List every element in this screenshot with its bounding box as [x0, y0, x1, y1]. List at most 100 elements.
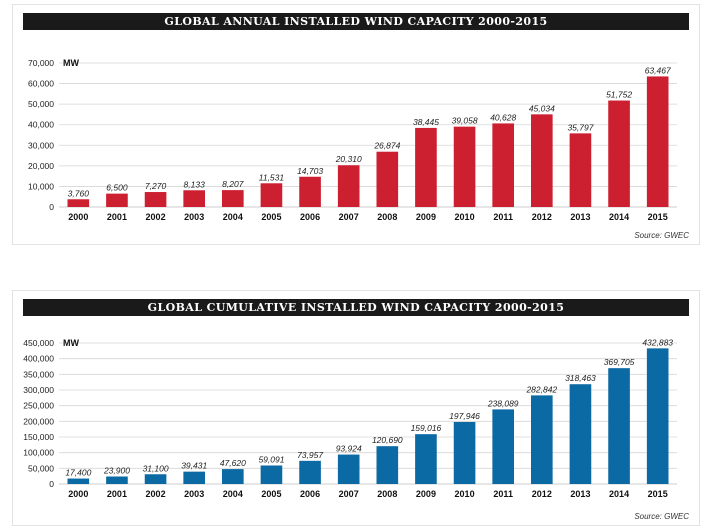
y-tick-label: 350,000 [23, 369, 54, 379]
data-label: 14,703 [297, 166, 323, 176]
data-label: 35,797 [567, 122, 593, 132]
data-label: 3,760 [68, 188, 90, 198]
data-label: 20,310 [335, 154, 362, 164]
data-label: 318,463 [565, 373, 596, 383]
y-tick-label: 10,000 [28, 181, 54, 191]
bar [106, 193, 128, 207]
bar [376, 446, 399, 484]
data-label: 38,445 [413, 117, 439, 127]
y-tick-label: 250,000 [23, 401, 54, 411]
data-label: 369,705 [604, 357, 635, 367]
bar [569, 133, 592, 207]
bar [646, 76, 669, 207]
bar [337, 454, 360, 484]
data-label: 7,270 [145, 181, 167, 191]
bar [337, 165, 360, 207]
data-label: 11,531 [259, 172, 285, 182]
bar [299, 460, 321, 484]
x-tick-label: 2002 [146, 212, 166, 222]
x-tick-label: 2009 [416, 212, 436, 222]
x-tick-label: 2012 [532, 489, 552, 499]
data-label: 120,690 [372, 435, 403, 445]
data-label: 73,957 [297, 450, 323, 460]
bar [530, 395, 553, 484]
annual-chart-source: Source: GWEC [634, 231, 689, 240]
bar [608, 100, 630, 207]
bar [260, 465, 283, 484]
bar [221, 190, 244, 207]
cumulative-chart-source: Source: GWEC [634, 512, 689, 521]
bar [453, 421, 476, 484]
x-tick-label: 2009 [416, 489, 436, 499]
x-tick-label: 2003 [184, 212, 204, 222]
y-tick-label: 200,000 [23, 416, 54, 426]
bar [144, 474, 167, 484]
bar [569, 384, 592, 484]
data-label: 159,016 [411, 423, 442, 433]
y-tick-label: 60,000 [28, 79, 54, 89]
x-tick-label: 2010 [455, 489, 475, 499]
x-tick-label: 2010 [455, 212, 475, 222]
y-tick-label: 50,000 [28, 463, 54, 473]
data-label: 6,500 [106, 183, 128, 193]
data-label: 47,620 [220, 458, 246, 468]
bar [646, 348, 669, 484]
bar [67, 199, 90, 207]
y-tick-label: 0 [49, 479, 54, 489]
x-tick-label: 2013 [570, 212, 590, 222]
cumulative-capacity-panel: GLOBAL CUMULATIVE INSTALLED WIND CAPACIT… [12, 290, 700, 526]
x-tick-label: 2015 [648, 489, 668, 499]
data-label: 238,089 [487, 398, 519, 408]
bar [299, 176, 321, 207]
x-tick-label: 2012 [532, 212, 552, 222]
data-label: 17,400 [65, 468, 91, 478]
y-tick-label: 450,000 [23, 338, 54, 348]
y-tick-label: 0 [49, 202, 54, 212]
x-tick-label: 2011 [493, 489, 513, 499]
x-tick-label: 2011 [493, 212, 513, 222]
x-tick-label: 2008 [377, 489, 397, 499]
x-tick-label: 2004 [223, 212, 243, 222]
bar [183, 471, 206, 484]
bar [376, 151, 399, 207]
annual-capacity-panel: GLOBAL ANNUAL INSTALLED WIND CAPACITY 20… [12, 4, 700, 245]
x-tick-label: 2008 [377, 212, 397, 222]
y-tick-label: 50,000 [28, 99, 54, 109]
cumulative-chart-title: GLOBAL CUMULATIVE INSTALLED WIND CAPACIT… [23, 299, 689, 316]
bar [144, 192, 167, 207]
data-label: 23,900 [103, 466, 130, 476]
bar [260, 183, 283, 207]
bar [415, 127, 437, 207]
x-tick-label: 2004 [223, 489, 243, 499]
bar [415, 434, 437, 484]
cumulative-capacity-chart: 0 50,000 100,000 150,000 200,000 250,000 300,0… [23, 337, 677, 499]
data-label: 63,467 [645, 65, 671, 75]
bar [221, 469, 244, 484]
x-tick-label: 2002 [146, 489, 166, 499]
data-label: 31,100 [143, 463, 169, 473]
data-label: 39,431 [181, 461, 207, 471]
x-tick-label: 2014 [609, 212, 629, 222]
data-label: 59,091 [258, 454, 284, 464]
y-tick-label: 100,000 [23, 448, 54, 458]
data-label: 197,946 [449, 411, 480, 421]
x-tick-label: 2005 [261, 489, 281, 499]
y-tick-label: 300,000 [23, 385, 54, 395]
data-label: 282,842 [525, 384, 557, 394]
x-tick-label: 2014 [609, 489, 629, 499]
data-label: 8,207 [222, 179, 244, 189]
y-tick-label: 70,000 [28, 58, 54, 68]
data-label: 51,752 [606, 90, 632, 100]
y-tick-label: 40,000 [28, 120, 54, 130]
annual-chart-title: GLOBAL ANNUAL INSTALLED WIND CAPACITY 20… [23, 13, 689, 30]
bar [492, 123, 515, 207]
bar [492, 409, 515, 484]
bar [67, 478, 90, 484]
bar [530, 114, 553, 207]
x-tick-label: 2006 [300, 212, 320, 222]
x-tick-label: 2006 [300, 489, 320, 499]
data-label: 45,034 [529, 103, 555, 113]
bar [608, 368, 630, 484]
x-tick-label: 2007 [339, 212, 359, 222]
data-label: 40,628 [490, 112, 516, 122]
